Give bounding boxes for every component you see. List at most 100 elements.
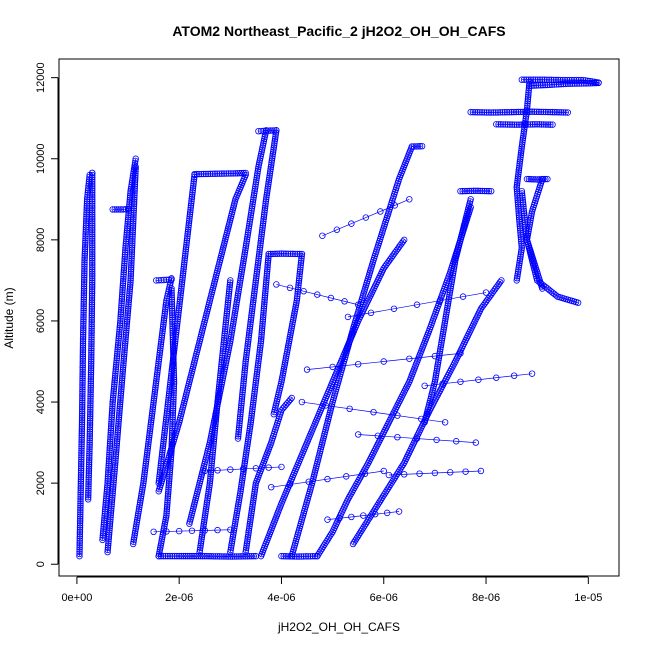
data-point: [219, 352, 226, 359]
data-point: [112, 368, 119, 375]
data-point: [128, 246, 136, 254]
data-point: [85, 472, 92, 479]
data-point: [158, 453, 165, 461]
data-point: [80, 329, 87, 336]
data-point: [445, 298, 452, 305]
data-point: [214, 394, 222, 401]
data-point: [255, 355, 262, 362]
data-point: [129, 220, 137, 227]
data-point: [99, 534, 106, 541]
data-point: [145, 438, 152, 446]
data-point: [119, 366, 127, 373]
data-point: [263, 272, 270, 280]
data-point: [89, 196, 96, 203]
data-point: [168, 294, 175, 301]
data-point: [124, 316, 131, 323]
data-point: [164, 499, 171, 506]
data-point: [249, 301, 257, 308]
data-point: [200, 520, 207, 528]
data-point: [591, 79, 598, 87]
data-point: [81, 261, 88, 268]
data-point: [79, 399, 86, 406]
data-point: [252, 552, 260, 560]
data-point: [219, 347, 227, 355]
data-point: [525, 87, 532, 94]
data-point: [265, 178, 272, 186]
data-point: [261, 204, 269, 212]
data-point: [82, 237, 89, 244]
data-point: [513, 121, 520, 128]
data-point: [81, 246, 89, 253]
data-point: [86, 443, 93, 451]
data-point: [211, 413, 219, 420]
data-point: [149, 406, 156, 413]
data-point: [88, 329, 95, 337]
data-point: [214, 396, 221, 404]
data-point: [280, 365, 288, 373]
data-point: [78, 456, 85, 463]
data-point: [237, 406, 245, 414]
data-point: [522, 108, 529, 116]
data-point: [217, 372, 224, 379]
data-point: [261, 207, 268, 214]
data-point: [178, 281, 186, 288]
connector-line: [306, 353, 461, 370]
data-point: [246, 425, 254, 432]
data-point: [175, 307, 182, 314]
data-point: [77, 509, 84, 516]
data-point: [558, 109, 565, 116]
data-point: [219, 350, 226, 357]
data-point: [80, 278, 88, 286]
data-point: [157, 552, 165, 560]
data-point: [142, 464, 149, 472]
data-point: [183, 239, 190, 246]
data-point: [124, 309, 131, 317]
data-point: [227, 338, 234, 345]
data-point: [124, 307, 132, 315]
data-point: [117, 313, 124, 320]
data-point: [89, 264, 96, 271]
data-point: [263, 274, 270, 282]
data-point: [118, 385, 125, 393]
data-point: [304, 553, 312, 560]
data-point: [242, 455, 249, 463]
data-point: [117, 394, 124, 402]
data-point: [284, 344, 292, 351]
data-point: [515, 264, 522, 271]
data-point: [107, 429, 114, 436]
data-point: [102, 501, 109, 509]
data-point: [164, 401, 172, 408]
data-point: [169, 320, 176, 328]
data-point: [516, 160, 523, 167]
data-point: [89, 204, 96, 212]
data-point: [201, 467, 208, 475]
data-point: [208, 464, 215, 471]
data-point: [268, 483, 275, 491]
data-point: [251, 488, 258, 495]
data-point: [146, 427, 154, 435]
data-point: [380, 467, 387, 475]
data-point: [100, 525, 107, 533]
data-point: [196, 546, 204, 554]
data-point: [521, 218, 529, 226]
data-point: [175, 552, 183, 560]
data-point: [106, 451, 113, 458]
data-point: [265, 464, 272, 471]
data-point: [87, 397, 94, 405]
data-point: [432, 372, 440, 379]
data-point: [439, 332, 446, 340]
data-point: [89, 228, 96, 236]
data-point: [131, 194, 138, 201]
data-point: [129, 240, 136, 247]
data-point: [88, 283, 96, 291]
data-point: [240, 380, 247, 387]
profile-line: [273, 254, 303, 415]
data-point: [132, 172, 139, 179]
data-point: [438, 339, 445, 346]
data-point: [436, 348, 444, 355]
data-point: [207, 170, 214, 178]
data-point: [305, 478, 312, 485]
data-point: [187, 202, 195, 209]
data-point: [157, 544, 164, 551]
data-point: [76, 524, 84, 531]
